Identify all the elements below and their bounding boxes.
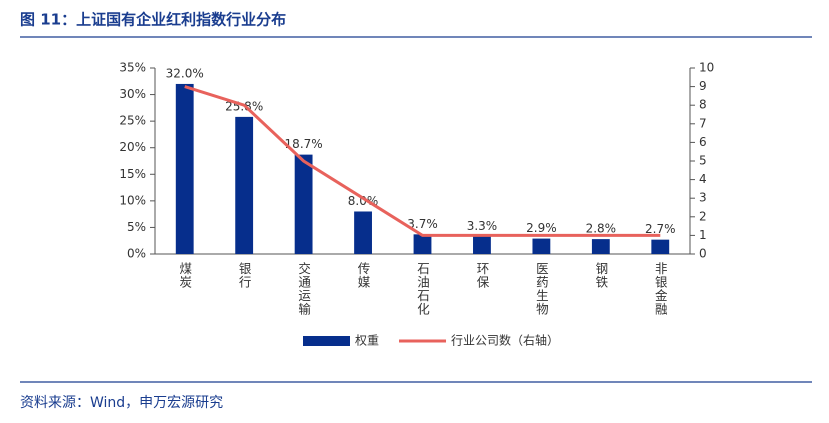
y-tick-label: 15% (119, 167, 146, 181)
bar (591, 239, 610, 254)
legend-label: 权重 (355, 334, 379, 348)
data-label: 3.7% (407, 217, 438, 231)
x-tick-label: 钢铁 (593, 262, 608, 289)
bar (532, 238, 551, 254)
data-label: 2.7% (645, 222, 676, 236)
x-tick-label: 非银金融 (653, 262, 668, 316)
line (184, 85, 661, 237)
y2-tick-label: 6 (699, 135, 707, 149)
bar (473, 236, 491, 254)
y2-tick-label: 7 (699, 116, 707, 130)
y2-tick-label: 0 (699, 247, 707, 261)
data-label: 2.9% (526, 221, 557, 235)
y2-tick-label: 5 (699, 154, 707, 168)
legend-label: 行业公司数（右轴） (451, 333, 559, 348)
data-label: 32.0% (166, 66, 204, 80)
data-label: 3.3% (467, 219, 498, 233)
data-label: 2.8% (586, 222, 617, 236)
x-tick-label: 传媒 (356, 261, 371, 289)
bar (413, 234, 432, 254)
y2-tick-label: 9 (699, 79, 707, 93)
bar (235, 116, 254, 255)
x-tick-label: 石油石化 (415, 262, 430, 316)
chart-title: 图 11：上证国有企业红利指数行业分布 (20, 11, 286, 29)
y-tick-label: 25% (119, 114, 146, 128)
y2-tick-label: 4 (699, 172, 707, 186)
bar (175, 83, 194, 254)
y-tick-label: 30% (119, 87, 146, 101)
x-tick-label: 医药生物 (534, 262, 549, 316)
y2-tick-label: 2 (699, 209, 707, 223)
bar (294, 154, 313, 254)
y2-tick-label: 3 (699, 191, 707, 205)
x-tick-label: 煤炭 (177, 262, 192, 289)
y-tick-label: 35% (119, 61, 146, 75)
bar (354, 211, 372, 254)
legend-swatch (303, 336, 350, 346)
y-tick-label: 0% (127, 247, 146, 261)
y-tick-label: 10% (119, 193, 146, 207)
data-label: 18.7% (285, 137, 323, 151)
x-tick-label: 环保 (474, 262, 489, 289)
source: 资料来源：Wind，申万宏源研究 (20, 395, 223, 411)
y-tick-label: 5% (127, 220, 146, 234)
x-tick-label: 银行 (237, 262, 252, 289)
bar (651, 239, 670, 254)
x-tick-label: 交通运输 (296, 261, 311, 316)
y2-tick-label: 1 (699, 228, 707, 242)
y-tick-label: 20% (119, 140, 146, 154)
y2-tick-label: 10 (699, 61, 714, 75)
y2-tick-label: 8 (699, 98, 707, 112)
